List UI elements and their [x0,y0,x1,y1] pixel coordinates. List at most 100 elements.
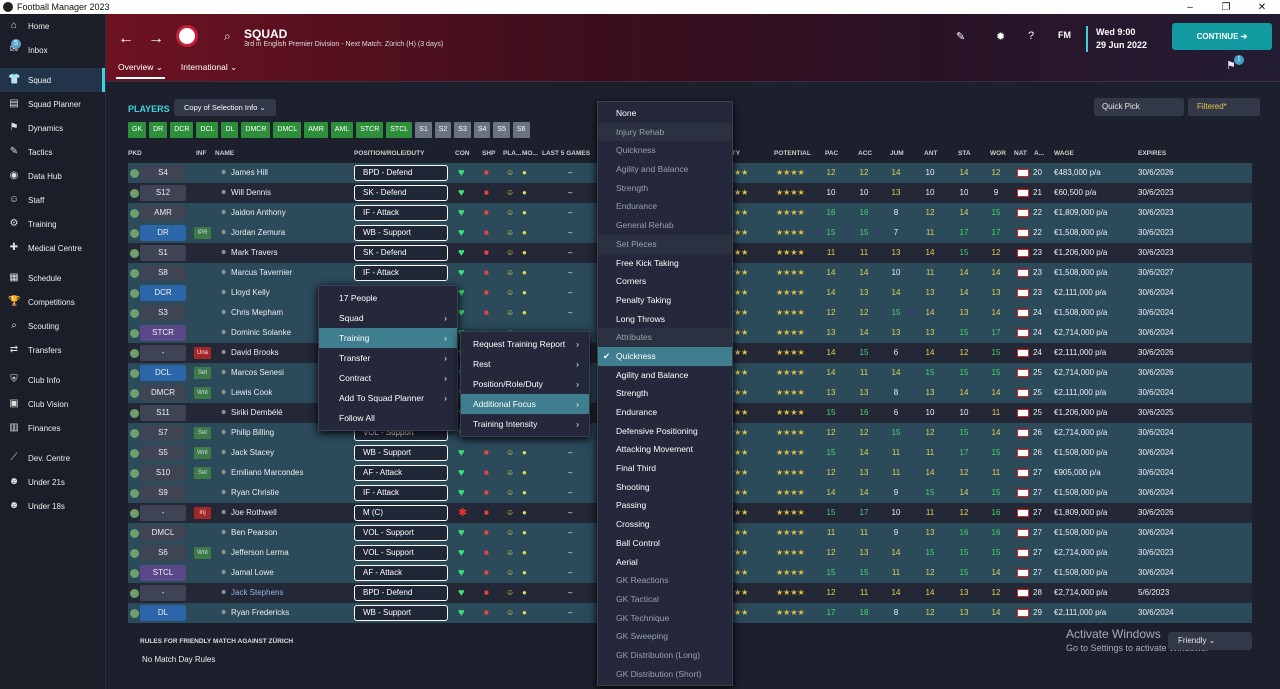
position-selector[interactable]: S12 [140,185,186,201]
player-name[interactable]: James Hill [231,168,268,177]
picked-check-icon[interactable] [130,589,139,598]
position-filter-gk[interactable]: GK [128,122,147,138]
player-name[interactable]: Chris Mepham [231,308,284,317]
player-name[interactable]: Jamal Lowe [231,568,274,577]
menu-item-squad[interactable]: Squad › [319,308,457,328]
focus-item-defensive-positioning[interactable]: Defensive Positioning [598,422,732,441]
player-name[interactable]: Ben Pearson [231,528,278,537]
match-type-dropdown[interactable]: Friendly ⌄ [1168,632,1252,650]
picked-check-icon[interactable] [130,529,139,538]
sidebar-item-finances[interactable]: ▥ Finances [0,416,105,440]
position-selector[interactable]: S6 [140,545,186,561]
sidebar-item-schedule[interactable]: ▦ Schedule [0,266,105,290]
picked-check-icon[interactable] [130,549,139,558]
sidebar-item-under-21s[interactable]: ☻ Under 21s [0,470,105,494]
player-name[interactable]: Marcos Senesi [231,368,284,377]
search-icon[interactable]: ⌕ [224,29,231,43]
focus-item-agility-and-balance[interactable]: Agility and Balance [598,366,732,385]
picked-check-icon[interactable] [130,449,139,458]
col-nat[interactable]: NAT [1014,150,1027,157]
picked-check-icon[interactable] [130,389,139,398]
tab-international[interactable]: International ⌄ [180,62,238,72]
position-filter-aml[interactable]: AML [330,122,354,138]
position-selector[interactable]: S10 [140,465,186,481]
picked-check-icon[interactable] [130,329,139,338]
player-name[interactable]: Siriki Dembélé [231,408,283,417]
position-filter-dcl[interactable]: DCL [196,122,219,138]
close-button[interactable]: ✕ [1257,1,1267,13]
notification-icon[interactable]: ⚑ 1 [1226,55,1244,72]
player-name[interactable]: Ryan Christie [231,488,280,497]
edit-icon[interactable]: ✎ [956,31,966,43]
picked-check-icon[interactable] [130,429,139,438]
sidebar-item-staff[interactable]: ☺ Staff [0,188,105,212]
col-jum[interactable]: JUM [890,150,904,157]
sidebar-item-scouting[interactable]: ⌕ Scouting [0,314,105,338]
player-name[interactable]: Mark Travers [231,248,278,257]
focus-item-none[interactable]: None [598,104,732,123]
position-filter-dmcl[interactable]: DMCL [273,122,302,138]
club-badge-icon[interactable] [176,25,198,47]
role-selector[interactable]: WB - Support [354,445,448,461]
col-inf[interactable]: INF [196,150,207,157]
position-selector[interactable]: S7 [140,425,186,441]
focus-item-final-third[interactable]: Final Third [598,459,732,478]
focus-item-strength[interactable]: Strength [598,384,732,403]
col-pla[interactable]: PLA... [503,150,522,157]
col-ability[interactable]: ITY [730,150,741,157]
sidebar-item-training[interactable]: ⚙ Training [0,212,105,236]
position-selector[interactable]: S3 [140,305,186,321]
sidebar-item-club-vision[interactable]: ▣ Club Vision [0,392,105,416]
sidebar-item-medical-centre[interactable]: ✚ Medical Centre [0,236,105,260]
role-selector[interactable]: WB - Support [354,225,448,241]
fm-menu-button[interactable]: FM [1058,30,1071,40]
col-mo[interactable]: MO... [522,150,538,157]
picked-check-icon[interactable] [130,569,139,578]
col-con[interactable]: CON [455,150,470,157]
position-selector[interactable]: S9 [140,485,186,501]
col-pac[interactable]: PAC [825,150,839,157]
player-name[interactable]: Joe Rothwell [231,508,277,517]
position-selector[interactable]: AMR [140,205,186,221]
role-selector[interactable]: WB - Support [354,605,448,621]
position-filter-s3[interactable]: S3 [454,122,471,138]
picked-check-icon[interactable] [130,369,139,378]
player-name[interactable]: David Brooks [231,348,279,357]
col-expires[interactable]: EXPIRES [1138,150,1167,157]
focus-item-endurance[interactable]: Endurance [598,403,732,422]
picked-check-icon[interactable] [130,469,139,478]
col-acc[interactable]: ACC [858,150,873,157]
col-wor[interactable]: WOR [990,150,1006,157]
role-selector[interactable]: SK - Defend [354,245,448,261]
sidebar-item-squad-planner[interactable]: ▤ Squad Planner [0,92,105,116]
position-selector[interactable]: DR [140,225,186,241]
filter-dropdown[interactable]: Filtered* [1188,98,1260,116]
position-selector[interactable]: S11 [140,405,186,421]
position-selector[interactable]: - [140,505,186,521]
position-filter-s4[interactable]: S4 [473,122,491,138]
position-selector[interactable]: DCL [140,365,186,381]
focus-item-free-kick-taking[interactable]: Free Kick Taking [598,254,732,273]
position-filter-s5[interactable]: S5 [493,122,510,138]
picked-check-icon[interactable] [130,169,139,178]
sidebar-item-under-18s[interactable]: ☻ Under 18s [0,494,105,518]
role-selector[interactable]: IF - Attack [354,485,448,501]
role-selector[interactable]: SK - Defend [354,185,448,201]
help-icon[interactable]: ? [1028,30,1035,42]
player-name[interactable]: Jefferson Lerma [231,548,289,557]
sidebar-item-competitions[interactable]: 🏆 Competitions [0,290,105,314]
submenu-item-rest[interactable]: Rest › [461,354,589,374]
picked-check-icon[interactable] [130,409,139,418]
picked-check-icon[interactable] [130,269,139,278]
position-selector[interactable]: S4 [140,165,186,181]
selection-view-dropdown[interactable]: Copy of Selection Info ⌄ [174,99,276,116]
col-sta[interactable]: STA [958,150,971,157]
player-name[interactable]: Jack Stacey [231,448,275,457]
role-selector[interactable]: VOL - Support [354,525,448,541]
picked-check-icon[interactable] [130,209,139,218]
col-wage[interactable]: WAGE [1054,150,1074,157]
submenu-item-training-intensity[interactable]: Training Intensity › [461,414,589,434]
col-position[interactable]: POSITION/ROLE/DUTY [354,150,425,157]
picked-check-icon[interactable] [130,189,139,198]
sidebar-item-tactics[interactable]: ✎ Tactics [0,140,105,164]
